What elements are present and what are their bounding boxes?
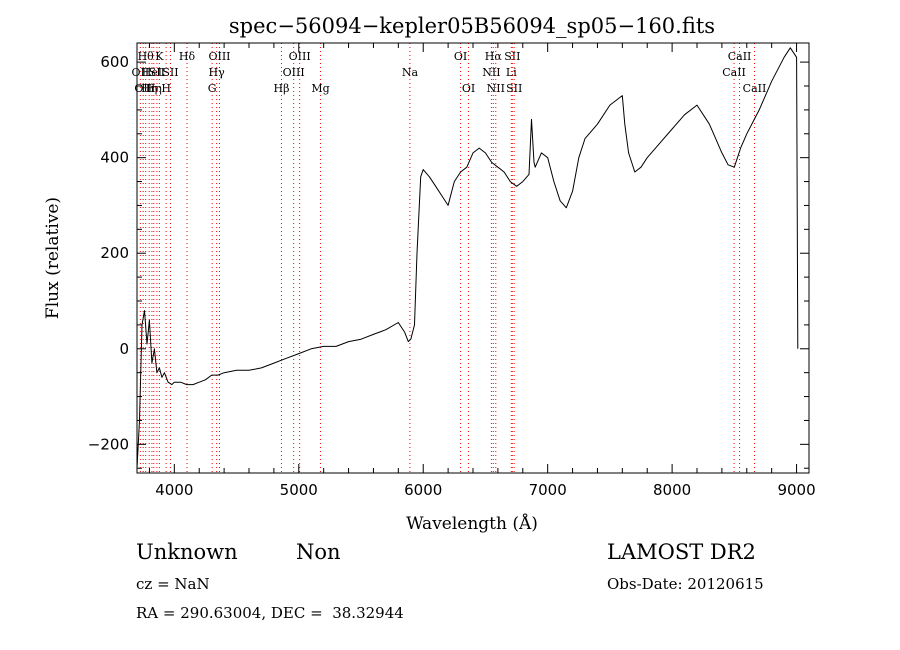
x-tick-label: 4000 bbox=[155, 481, 193, 499]
line-marker-label: Hη bbox=[141, 82, 157, 95]
line-marker-label: Li bbox=[506, 66, 517, 79]
line-marker-label: OII bbox=[134, 82, 152, 95]
line-marker-label: Hη bbox=[146, 82, 162, 95]
tick-group: 4000 5000 6000 7000 8000 9000 −200 0 200 400 600 bbox=[88, 43, 816, 499]
x-tick-label: 5000 bbox=[280, 481, 318, 499]
line-marker-label: SII bbox=[506, 82, 522, 95]
x-axis-label: Wavelength (Å) bbox=[406, 513, 538, 534]
cz-text: cz = NaN bbox=[136, 575, 210, 593]
line-marker-label: CaII bbox=[728, 50, 752, 63]
line-marker-label: CaII bbox=[743, 82, 767, 95]
line-marker-label: OI bbox=[454, 50, 467, 63]
obs-date-text: Obs-Date: 20120615 bbox=[607, 575, 764, 593]
x-tick-label: 8000 bbox=[653, 481, 691, 499]
line-marker-label: Hα bbox=[485, 50, 503, 63]
y-tick-label: 600 bbox=[100, 53, 129, 71]
y-axis-label: Flux (relative) bbox=[43, 197, 63, 319]
series-group bbox=[136, 47, 799, 469]
radec-text: RA = 290.63004, DEC = 38.32944 bbox=[136, 604, 404, 622]
line-marker-label: SII bbox=[504, 50, 520, 63]
line-marker-label: K bbox=[155, 50, 164, 63]
y-tick-label: 0 bbox=[119, 340, 129, 358]
y-tick-label: −200 bbox=[88, 435, 129, 453]
plot-frame bbox=[136, 42, 810, 474]
survey-text: LAMOST DR2 bbox=[607, 540, 756, 564]
y-tick-label: 200 bbox=[100, 244, 129, 262]
line-marker-label: G bbox=[208, 82, 217, 95]
line-marker-label: CaII bbox=[722, 66, 746, 79]
line-marker-label: OIII bbox=[208, 50, 230, 63]
line-marker-label: OII bbox=[132, 66, 150, 79]
line-marker-label: Hδ bbox=[179, 50, 196, 63]
chart-title: spec−56094−kepler05B56094_sp05−160.fits bbox=[229, 14, 715, 38]
line-marker-label: Hγ bbox=[209, 66, 226, 79]
line-marker-label: SII bbox=[162, 66, 178, 79]
line-marker-label: Hβ bbox=[274, 82, 290, 95]
class-text: Unknown bbox=[136, 540, 238, 564]
line-marker-label: NII bbox=[487, 82, 505, 95]
line-marker-group: OIIOIIHθHηHeIHηSIIKHSIIHδGHγOIIIHβOIIIOI… bbox=[132, 43, 767, 473]
subclass-text: Non bbox=[296, 540, 341, 564]
line-marker-label: NII bbox=[482, 66, 500, 79]
line-marker-label: Hθ bbox=[138, 50, 155, 63]
y-tick-label: 400 bbox=[100, 149, 129, 167]
line-marker-label: OI bbox=[462, 82, 475, 95]
line-marker-label: OIII bbox=[283, 66, 305, 79]
line-marker-label: OIII bbox=[289, 50, 311, 63]
x-tick-label: 9000 bbox=[777, 481, 815, 499]
line-marker-label: SII bbox=[149, 66, 165, 79]
line-marker-label: Mg bbox=[311, 82, 329, 95]
line-marker-label: H bbox=[161, 82, 171, 95]
x-tick-label: 6000 bbox=[404, 481, 442, 499]
x-tick-label: 7000 bbox=[529, 481, 567, 499]
line-marker-label: Na bbox=[402, 66, 419, 79]
spectrum-line bbox=[136, 47, 799, 469]
